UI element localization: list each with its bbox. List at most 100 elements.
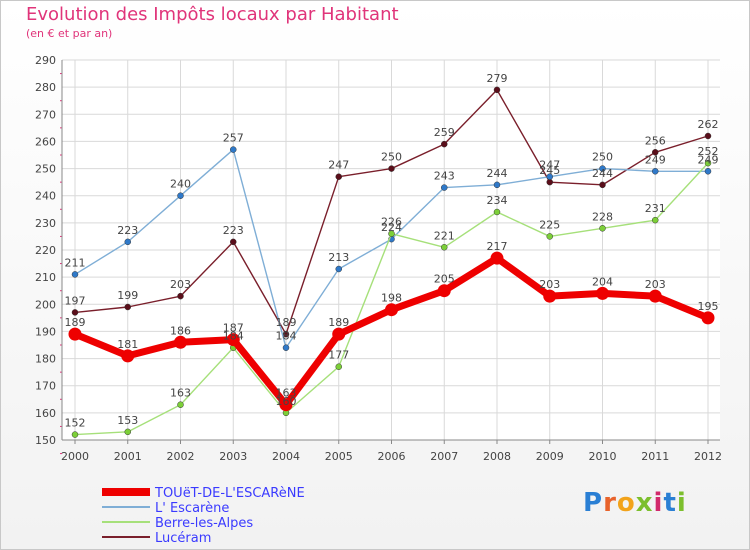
point-luc-ram-2008 [493,86,501,94]
data-label-luc-ram-2000: 197 [65,294,86,307]
point-tou-t-de-l-escar-ne-2009 [543,289,557,303]
y-tick-label-230: 230 [35,217,56,230]
y-tick-label-190: 190 [35,325,56,338]
data-label-l-escar-ne-2009: 247 [539,159,560,172]
point-l-escar-ne-2005 [335,265,342,273]
y-tick-label-180: 180 [35,353,56,366]
data-label-l-escar-ne-2002: 240 [170,178,191,191]
point-tou-t-de-l-escar-ne-2007 [437,284,451,298]
point-berre-les-alpes-2010 [599,225,606,232]
point-tou-t-de-l-escar-ne-2010 [596,286,609,300]
x-tick-label-2007: 2007 [430,450,458,463]
data-label-berre-les-alpes-2012: 252 [698,145,719,158]
point-luc-ram-2003 [230,238,237,246]
data-label-luc-ram-2010: 244 [592,167,613,180]
point-tou-t-de-l-escar-ne-2000 [68,327,82,341]
point-tou-t-de-l-escar-ne-2004 [279,398,293,412]
x-tick-label-2006: 2006 [378,450,406,463]
data-label-l-escar-ne-2006: 224 [381,221,402,234]
point-berre-les-alpes-2009 [546,233,553,240]
data-label-tou-t-de-l-escar-ne-2006: 198 [381,292,402,305]
data-label-tou-t-de-l-escar-ne-2011: 203 [645,278,666,291]
point-berre-les-alpes-2007 [441,244,448,251]
data-label-luc-ram-2002: 203 [170,278,191,291]
point-tou-t-de-l-escar-ne-2001 [121,349,135,363]
data-label-tou-t-de-l-escar-ne-2005: 189 [328,316,349,329]
data-label-luc-ram-2012: 262 [698,118,719,131]
y-tick-label-160: 160 [35,407,56,420]
point-luc-ram-2009 [546,178,553,186]
point-luc-ram-2005 [335,173,342,180]
point-l-escar-ne-2008 [493,181,501,189]
point-l-escar-ne-2002 [177,192,184,199]
data-label-l-escar-ne-2001: 223 [117,224,138,237]
y-tick-label-220: 220 [35,244,56,257]
data-label-luc-ram-2007: 259 [434,126,455,139]
data-label-berre-les-alpes-2004: 160 [276,395,297,408]
data-label-berre-les-alpes-2007: 221 [434,229,455,242]
point-berre-les-alpes-2011 [652,216,659,224]
data-label-berre-les-alpes-2006: 226 [381,216,402,229]
logo-letter: P [583,488,604,518]
point-l-escar-ne-2012 [704,168,712,175]
logo-letter: i [676,488,687,518]
data-labels: 197 199 203 223 189 247 250 259 279 245 244 256 262 2… [65,72,719,430]
data-label-tou-t-de-l-escar-ne-2003: 187 [223,322,244,335]
legend-label-tou-t-de-l-escar-ne: TOUëT-DE-L'ESCARèNE [154,486,305,501]
point-tou-t-de-l-escar-ne-2006 [385,303,398,317]
point-l-escar-ne-2003 [230,146,237,153]
point-tou-t-de-l-escar-ne-2008 [490,251,504,265]
data-label-luc-ram-2005: 247 [328,159,349,172]
data-label-tou-t-de-l-escar-ne-2002: 186 [170,324,191,337]
point-luc-ram-2000 [71,309,79,316]
point-berre-les-alpes-2006 [388,230,395,237]
data-label-tou-t-de-l-escar-ne-2001: 181 [117,338,138,351]
data-label-berre-les-alpes-2002: 163 [170,387,191,400]
y-tick-label-270: 270 [35,108,56,121]
point-l-escar-ne-2007 [441,184,448,191]
point-berre-les-alpes-2002 [177,401,184,408]
data-label-berre-les-alpes-2003: 184 [223,330,244,343]
logo-letter: t [663,488,677,518]
series-layer [68,86,715,438]
x-tick-label-2004: 2004 [272,450,300,463]
point-l-escar-ne-2010 [599,165,606,172]
point-luc-ram-2011 [652,149,659,156]
point-luc-ram-2001 [124,303,131,311]
logo-letter: x [635,488,654,518]
data-label-luc-ram-2008: 279 [487,72,508,85]
x-tick-label-2005: 2005 [325,450,353,463]
data-label-l-escar-ne-2010: 250 [592,151,613,164]
data-label-tou-t-de-l-escar-ne-2007: 205 [434,273,455,286]
point-l-escar-ne-2004 [282,344,290,351]
data-label-berre-les-alpes-2009: 225 [539,218,560,231]
y-tick-label-260: 260 [35,135,56,148]
logo-letter: o [616,488,636,518]
chart-title: Evolution des Impôts locaux par Habitant [26,4,399,25]
data-label-l-escar-ne-2004: 184 [276,330,297,343]
data-label-luc-ram-2004: 189 [276,316,297,329]
data-label-l-escar-ne-2003: 257 [223,132,244,145]
point-tou-t-de-l-escar-ne-2005 [332,327,346,341]
x-tick-label-2001: 2001 [114,450,142,463]
data-label-luc-ram-2011: 256 [645,134,666,147]
y-tick-label-280: 280 [35,81,56,94]
data-label-berre-les-alpes-2001: 153 [117,414,138,427]
data-label-luc-ram-2003: 223 [223,224,244,237]
y-tick-label-290: 290 [35,54,56,67]
data-label-berre-les-alpes-2005: 177 [328,349,349,362]
y-tick-label-150: 150 [35,434,56,447]
point-berre-les-alpes-2008 [493,208,501,216]
point-tou-t-de-l-escar-ne-2003 [226,333,240,347]
proxiti-logo: Proxiti [583,488,687,518]
data-label-luc-ram-2009: 245 [539,164,560,177]
x-tick-label-2000: 2000 [61,450,89,463]
y-tick-label-210: 210 [35,271,56,284]
point-berre-les-alpes-2000 [71,431,79,438]
point-luc-ram-2006 [388,165,395,172]
logo-letter: r [603,488,617,518]
x-tick-label-2003: 2003 [219,450,247,463]
data-label-berre-les-alpes-2000: 152 [65,417,86,430]
